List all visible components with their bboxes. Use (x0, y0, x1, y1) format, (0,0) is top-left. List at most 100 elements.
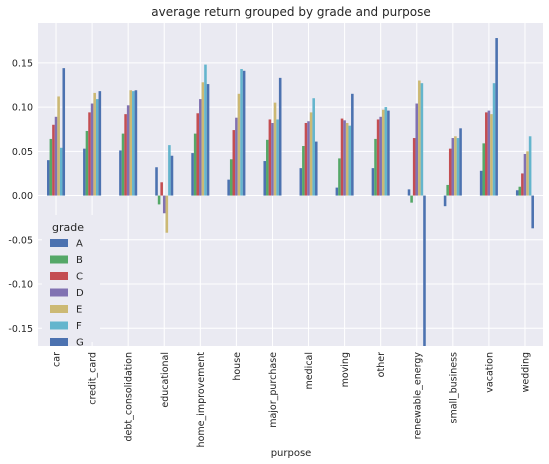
y-tick-label: -0.05 (8, 235, 33, 246)
bar (518, 186, 522, 196)
x-tick-label: wedding (520, 352, 531, 392)
legend-label: B (76, 255, 83, 266)
bar (266, 139, 269, 196)
bar (340, 118, 344, 196)
chart-title: average return grouped by grade and purp… (151, 5, 431, 19)
bar (495, 38, 498, 196)
bar (199, 99, 202, 196)
bar (412, 138, 416, 196)
legend-label: E (76, 305, 82, 316)
bar (240, 69, 243, 196)
legend-label: F (76, 321, 82, 332)
bar (52, 124, 55, 196)
bar (47, 160, 50, 196)
bar (338, 158, 341, 196)
bar (492, 83, 496, 196)
bar (410, 195, 413, 203)
bar (85, 130, 89, 196)
x-tick-label: renewable_energy (412, 352, 423, 440)
bar (191, 153, 194, 196)
legend-label: A (76, 239, 83, 250)
legend-label: D (76, 288, 84, 299)
x-tick-label: home_improvement (196, 352, 207, 448)
bar (229, 159, 233, 196)
bar (459, 128, 462, 196)
bar (376, 119, 380, 196)
y-tick-label: 0.05 (12, 147, 33, 158)
bar (201, 82, 205, 196)
bar (268, 119, 272, 196)
bar (132, 91, 135, 196)
legend-swatch (50, 288, 68, 297)
x-tick-label: educational (160, 352, 171, 408)
bar (124, 114, 127, 196)
bar (418, 80, 421, 196)
bar (98, 91, 102, 196)
bar (273, 102, 277, 196)
bar (95, 99, 99, 196)
bar (160, 182, 163, 196)
bar (374, 138, 377, 196)
x-tick-label: medical (304, 352, 315, 389)
x-tick-label: small_business (448, 352, 459, 424)
plot-area (38, 23, 543, 346)
bar (485, 112, 488, 196)
bar (531, 195, 534, 229)
bar (448, 148, 452, 196)
bar (345, 122, 349, 196)
bar (487, 110, 491, 196)
bar (83, 148, 86, 196)
bar (129, 90, 133, 196)
bar (54, 116, 58, 196)
legend-label: C (76, 272, 83, 283)
bar (490, 114, 493, 196)
bar (351, 93, 354, 196)
bar (515, 190, 519, 196)
bar (348, 125, 352, 196)
legend-swatch (50, 321, 68, 330)
bar (302, 146, 305, 196)
bar (387, 110, 390, 196)
bar (314, 141, 318, 196)
bar (379, 116, 382, 196)
x-tick-label: debt_consolidation (124, 352, 135, 442)
legend-swatch (50, 338, 68, 346)
bar (57, 96, 60, 196)
bar (235, 117, 238, 196)
bar (62, 68, 66, 196)
bar (528, 136, 532, 196)
x-tick-label: car (52, 352, 63, 367)
bar (157, 195, 161, 205)
bar (307, 121, 310, 196)
x-axis: car credit_card debt_consolidation educatio… (52, 352, 532, 448)
y-tick-label: -0.15 (8, 324, 33, 335)
bar (204, 64, 207, 196)
bar (371, 168, 375, 196)
bar (271, 122, 274, 196)
x-axis-label: purpose (271, 448, 312, 459)
bar (299, 168, 303, 196)
bar (162, 195, 166, 214)
bar (454, 136, 457, 196)
bar (446, 184, 449, 196)
bar (196, 113, 200, 196)
legend-swatch (50, 272, 68, 280)
bar (126, 105, 130, 196)
y-axis: 0.15 0.10 0.05 0.00 -0.05 -0.10 -0.15 (8, 58, 33, 334)
bar (526, 151, 529, 196)
bar (482, 143, 486, 196)
y-tick-label: -0.10 (8, 280, 33, 291)
bar (523, 153, 527, 196)
x-tick-label: other (376, 352, 387, 377)
bar (237, 93, 241, 196)
legend-title: grade (52, 221, 84, 234)
legend-label: G (76, 338, 84, 349)
bar (242, 70, 246, 196)
bar (276, 119, 279, 196)
x-tick-label: house (232, 352, 243, 381)
bar (423, 195, 426, 346)
bar (59, 147, 63, 196)
bar (335, 187, 339, 196)
